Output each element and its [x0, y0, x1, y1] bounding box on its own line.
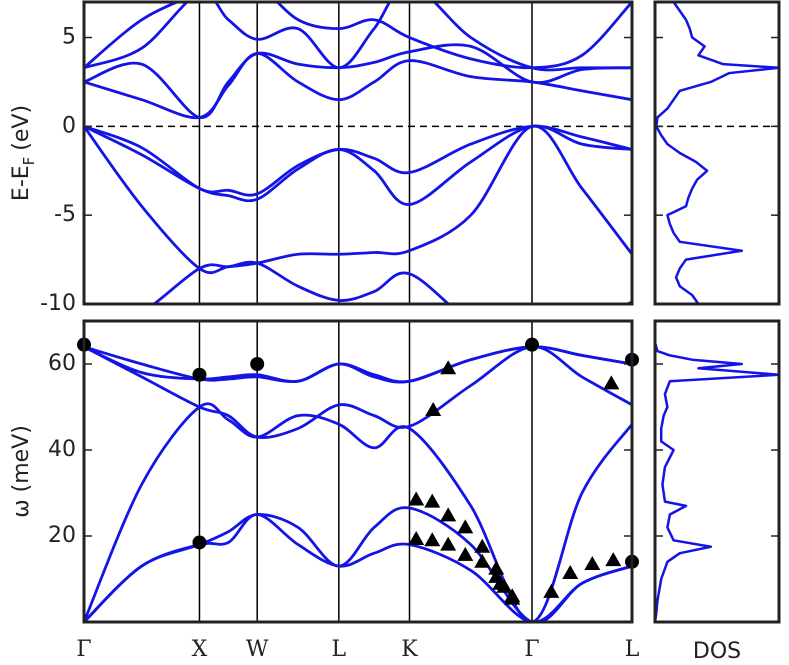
data-point — [543, 583, 560, 598]
data-point — [425, 402, 442, 417]
data-point — [440, 507, 457, 522]
dos-curve — [655, 342, 779, 622]
x-tick-label: L — [625, 637, 640, 662]
y-tick-label: -10 — [40, 291, 76, 316]
band-line — [84, 124, 632, 197]
x-tick-label: X — [192, 637, 208, 662]
x-tick-label: L — [332, 637, 347, 662]
band-line — [84, 506, 632, 622]
band-line — [84, 2, 632, 72]
data-point — [488, 560, 505, 575]
data-point — [605, 552, 622, 567]
data-point — [457, 546, 474, 561]
data-point — [440, 360, 457, 375]
band-line — [84, 43, 632, 119]
x-tick-label: Γ — [524, 637, 539, 662]
data-point — [440, 536, 457, 551]
band-line — [84, 402, 632, 622]
x-tick-label: Γ — [76, 637, 91, 662]
band-line — [84, 124, 632, 274]
x-tick-label: W — [246, 637, 269, 662]
data-point — [584, 555, 601, 570]
x-tick-label: K — [401, 637, 418, 662]
data-point — [424, 493, 441, 508]
y-tick-label: 40 — [48, 437, 76, 462]
data-point — [192, 535, 207, 550]
data-point — [474, 538, 491, 553]
data-point — [562, 564, 579, 579]
plot-area — [655, 342, 779, 622]
plot-area — [84, 321, 632, 622]
x-axis-label: DOS — [693, 639, 741, 664]
data-point — [192, 367, 207, 382]
y-tick-label: 5 — [62, 25, 76, 50]
y-axis-label: E-EF (eV) — [9, 105, 38, 201]
label-unit: (eV) — [9, 105, 34, 151]
label-sub: F — [20, 157, 38, 166]
plot-area — [84, 2, 632, 304]
y-tick-label: 0 — [62, 113, 76, 138]
y-axis-label: ω (meV) — [9, 425, 34, 518]
data-point — [457, 519, 474, 534]
axes-frame — [82, 0, 634, 306]
band-line — [84, 513, 632, 622]
dos-curve — [655, 2, 779, 304]
y-tick-label: 20 — [48, 523, 76, 548]
y-tick-label: -5 — [54, 202, 76, 227]
band-line — [84, 2, 632, 70]
band-line — [84, 345, 632, 439]
data-point — [250, 357, 265, 371]
plot-area — [655, 2, 779, 304]
data-point — [603, 375, 620, 390]
axes-frame — [653, 319, 781, 624]
data-point — [408, 491, 425, 506]
data-point — [504, 590, 521, 605]
data-point — [424, 532, 441, 547]
axes-frame — [82, 319, 634, 624]
axes-frame — [653, 0, 781, 306]
label-main: E-E — [9, 165, 34, 201]
data-point — [474, 553, 491, 568]
data-point — [525, 337, 540, 352]
data-point — [492, 575, 509, 590]
y-tick-label: 60 — [48, 351, 76, 376]
data-point — [408, 531, 425, 546]
